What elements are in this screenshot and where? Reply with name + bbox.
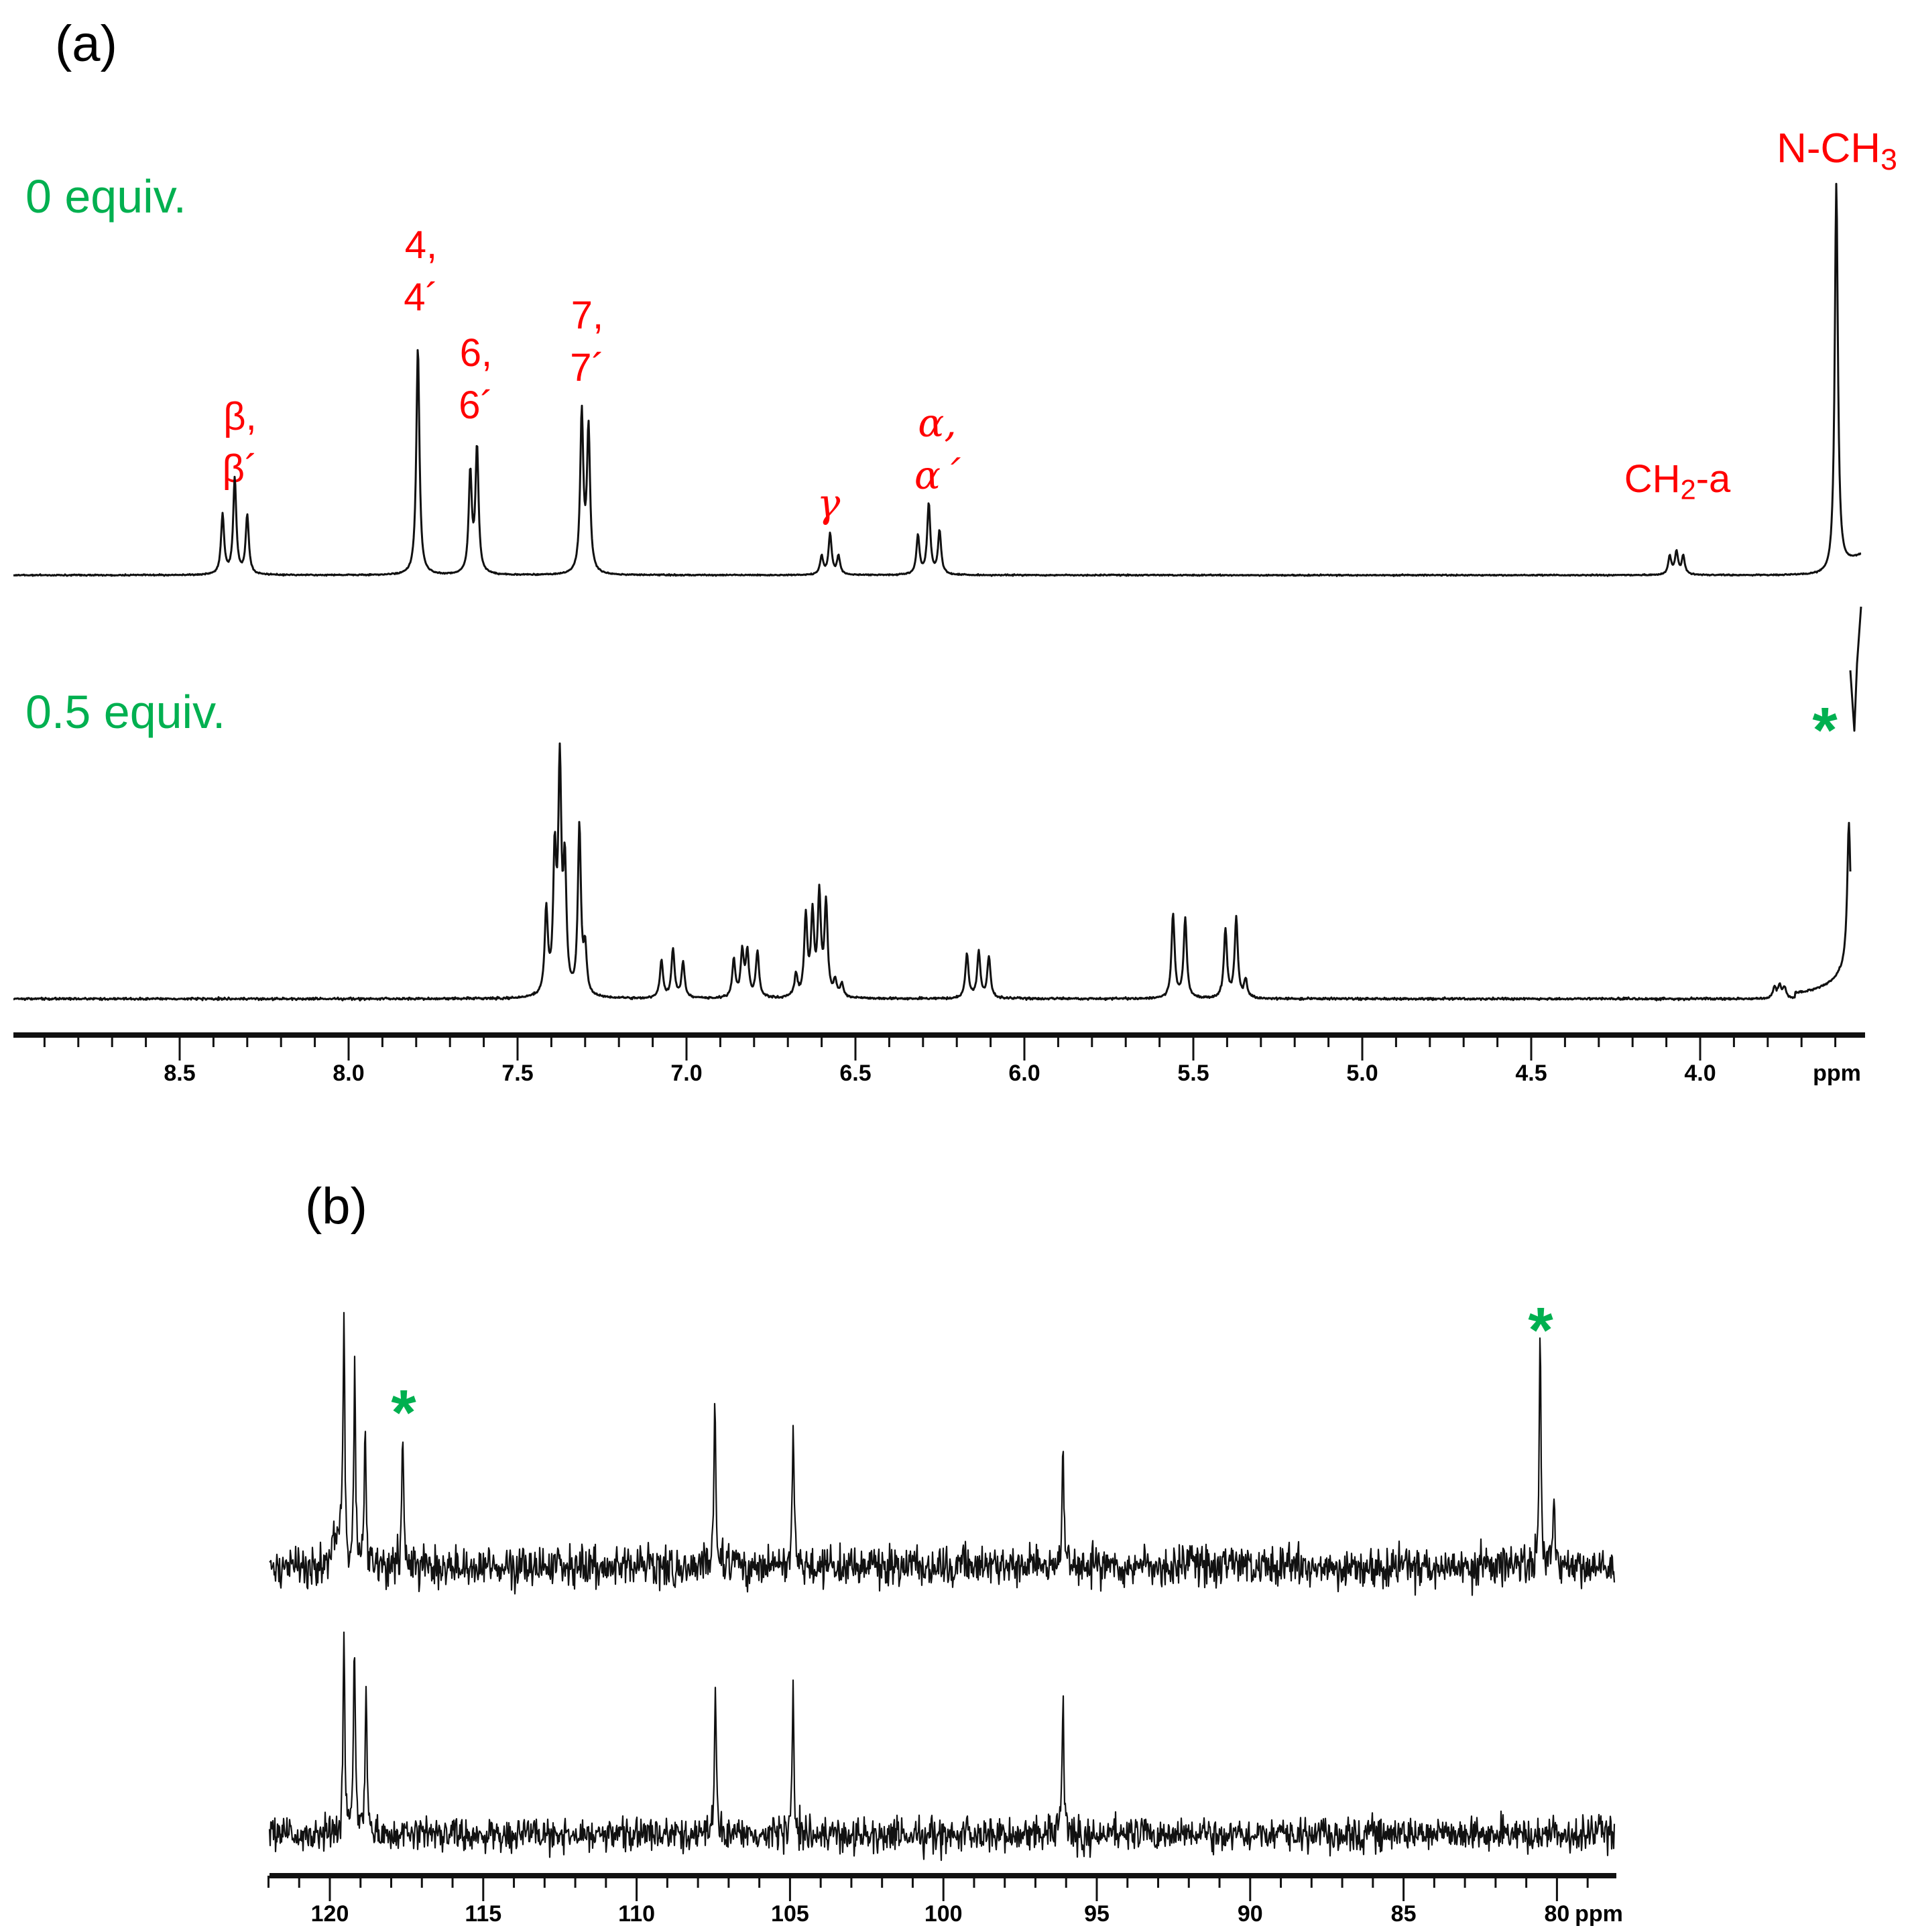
- peak-label-7: 7, 7´: [570, 290, 605, 395]
- peak-label-line: α,: [918, 400, 957, 446]
- peak-label-line: 6´: [459, 383, 493, 428]
- peak-label-line: 6,: [459, 331, 493, 375]
- peak-label-ch2-a: CH2-a: [1624, 453, 1731, 509]
- panel-a-label: (a): [55, 15, 117, 72]
- peak-label-6: 6, 6´: [459, 327, 493, 432]
- tick-label: 105: [771, 1901, 809, 1927]
- tick-label: 95: [1084, 1901, 1110, 1927]
- tick-label: 8.5: [164, 1061, 195, 1086]
- spectrum-0-equiv: [13, 182, 1862, 577]
- spectrum-0-5-equiv-edge: [1849, 606, 1862, 732]
- tick-label: 90: [1238, 1901, 1263, 1927]
- spectrum-traces: [13, 182, 1862, 1862]
- peak-label-line: α´: [914, 452, 961, 499]
- condition-label-0-equiv: 0 equiv.: [25, 170, 186, 223]
- peak-label-gamma: γ: [817, 477, 841, 530]
- peak-label-text: -a: [1695, 457, 1731, 501]
- tick-label: 7.0: [670, 1061, 702, 1086]
- axis-unit-label: ppm: [1813, 1061, 1861, 1086]
- peak-label-text: N-CH: [1777, 125, 1881, 172]
- peak-label-4: 4, 4´: [404, 219, 438, 324]
- spectrum-13c-top: [269, 1312, 1616, 1596]
- peak-label-alpha: α, α´: [914, 397, 960, 502]
- peak-label-text: CH: [1624, 457, 1681, 501]
- tick-label: 4.5: [1515, 1061, 1547, 1086]
- tick-label: 85: [1391, 1901, 1417, 1927]
- tick-label: 5.0: [1346, 1061, 1378, 1086]
- peak-label-subscript: 2: [1680, 473, 1696, 505]
- tick-label: 8.0: [333, 1061, 364, 1086]
- tick-label: 7.5: [501, 1061, 533, 1086]
- tick-label: 80: [1544, 1901, 1569, 1927]
- peak-label-line: β,: [223, 395, 257, 438]
- axis-unit-label: ppm: [1575, 1901, 1623, 1927]
- peak-label-subscript: 3: [1880, 143, 1897, 177]
- panel-b-label: (b): [305, 1178, 367, 1235]
- peak-label-beta: β, β´: [223, 391, 258, 496]
- spectrum-0-5-equiv: [13, 742, 1852, 1002]
- tick-label: 6.0: [1008, 1061, 1040, 1086]
- tick-label: 100: [924, 1901, 963, 1927]
- peak-label-line: 7,: [571, 294, 604, 337]
- tick-label: 5.5: [1177, 1061, 1209, 1086]
- tick-label: 6.5: [839, 1061, 871, 1086]
- peak-label-line: β´: [222, 447, 258, 491]
- tick-label: 4.0: [1684, 1061, 1716, 1086]
- peak-label-line: 7´: [570, 346, 605, 390]
- peak-label-line: 4´: [404, 276, 438, 320]
- tick-label: 115: [465, 1901, 501, 1927]
- condition-label-0-5-equiv: 0.5 equiv.: [25, 686, 226, 738]
- ppm-axes: 8.5 8.0 7.5 7.0 6.5 6.0 5.5 5.0 4.5 4.0 ppm 120 115 1…: [13, 1032, 1865, 1927]
- spectrum-13c-bottom: [268, 1631, 1616, 1862]
- peak-label-n-ch3: N-CH3: [1777, 121, 1897, 180]
- asterisk-marker-b-117: *: [391, 1377, 416, 1449]
- tick-label: 110: [618, 1901, 655, 1927]
- tick-label: 120: [311, 1901, 349, 1927]
- peak-label-line: 4,: [404, 223, 438, 267]
- peak-label-line: γ: [817, 481, 841, 526]
- asterisk-marker-a: *: [1812, 695, 1838, 766]
